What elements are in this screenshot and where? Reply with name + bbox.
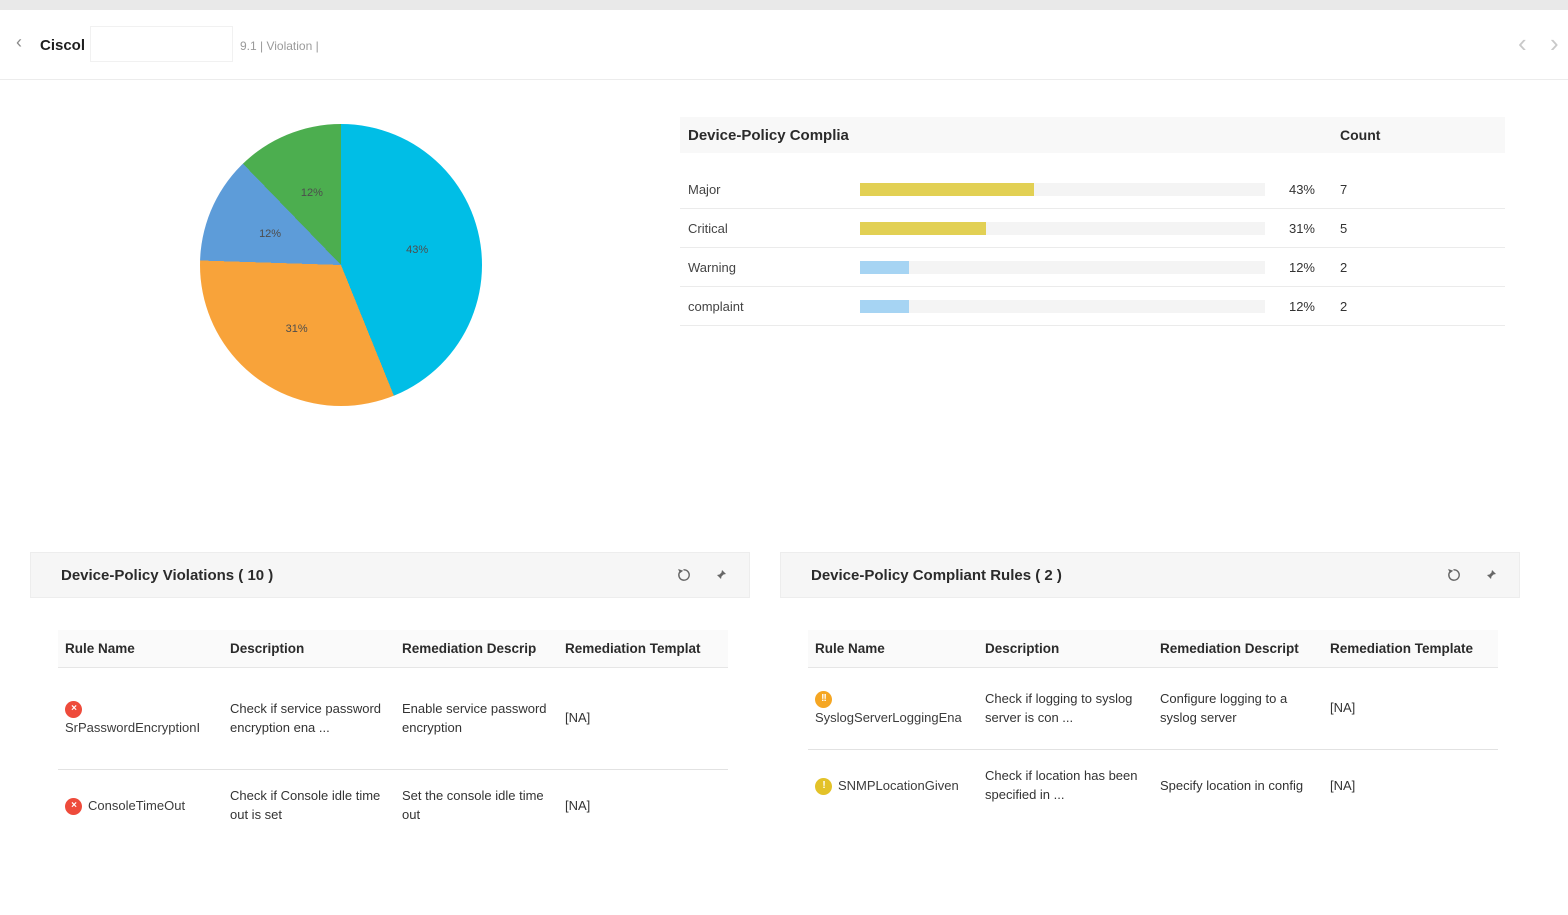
template-cell: [NA] [565,710,591,726]
compliant-table: Rule Name Description Remediation Descri… [808,630,1520,822]
rule-name-cell: × ConsoleTimeOut [58,785,223,828]
refresh-icon[interactable] [677,568,691,582]
rule-name: SNMPLocationGiven [838,777,959,793]
table-row[interactable]: ×SrPasswordEncryptionI Check if service … [58,668,728,770]
compliant-rules-panel: Device-Policy Compliant Rules ( 2 ) Rule… [780,552,1520,822]
rule-name: SrPasswordEncryptionI [65,719,201,735]
warning-icon: ! [815,777,832,795]
column-header: Remediation Templat [565,641,701,656]
column-header: Rule Name [815,641,885,656]
top-strip [0,0,1568,10]
column-header: Rule Name [65,641,135,656]
severity-label: complaint [688,298,744,314]
remediation-cell: Enable service password encryption [402,700,547,735]
column-header: Remediation Descrip [402,641,537,656]
description-cell: Check if Console idle time out is set [230,788,381,822]
table-row[interactable]: Warning 12% 2 [680,248,1505,287]
bar-track [860,260,1265,274]
percent-value: 12% [1288,298,1315,314]
next-chevron-icon[interactable]: › [1550,28,1559,58]
description-cell: Check if location has been specified in … [985,768,1138,802]
table-row[interactable]: × ConsoleTimeOut Check if Console idle ti… [58,770,728,842]
remediation-cell: Specify location in config [1160,777,1304,793]
bar-fill [860,182,1035,196]
violations-panel-header: Device-Policy Violations ( 10 ) [30,552,750,598]
error-icon: × [65,700,82,718]
table-row[interactable]: ! SNMPLocationGiven Check if location has… [808,750,1498,822]
rule-name-cell: !!SyslogServerLoggingEna [808,678,978,740]
template-cell: [NA] [1330,777,1356,793]
severity-label: Major [688,181,721,197]
description-cell: Check if service password encryption ena… [230,700,381,735]
percent-value: 43% [1288,181,1315,197]
table-row[interactable]: complaint 12% 2 [680,287,1505,326]
rule-name-cell: ×SrPasswordEncryptionI [58,688,223,750]
violations-panel: Device-Policy Violations ( 10 ) Rule Nam… [30,552,750,842]
error-icon: × [65,797,82,815]
pie-slice-label: 12% [300,187,323,200]
column-header: Remediation Descript [1160,641,1299,656]
count-value: 5 [1340,220,1348,236]
table-row[interactable]: !!SyslogServerLoggingEna Check if loggin… [808,668,1498,750]
rule-name: ConsoleTimeOut [88,797,186,813]
table-row[interactable]: Major 43% 7 [680,170,1505,209]
rule-name: SyslogServerLoggingEna [815,709,962,725]
refresh-icon[interactable] [1447,568,1461,582]
bar-track [860,299,1265,313]
page-title: Ciscol [40,37,86,54]
bar-fill [860,260,909,274]
redacted-area [90,26,233,62]
violations-table-header: Rule Name Description Remediation Descri… [58,630,728,668]
panel-actions [1447,568,1519,582]
violations-table: Rule Name Description Remediation Descri… [58,630,750,842]
column-header: Description [985,641,1060,656]
severity-pie-chart[interactable]: 43% 31% 12% 12% [200,124,482,406]
pie-slice-label: 43% [406,244,429,257]
bar-track [860,182,1265,196]
compliance-summary-table: Device-Policy Complia Count Major 43% 7 … [680,117,1505,326]
pin-icon[interactable] [1485,569,1497,581]
bar-fill [860,299,909,313]
violations-panel-title: Device-Policy Violations ( 10 ) [61,566,274,584]
percent-value: 31% [1288,220,1315,236]
percent-value: 12% [1288,259,1315,275]
remediation-cell: Configure logging to a syslog server [1160,690,1288,725]
compliance-rows: Major 43% 7 Critical 31% 5 Warning 12% 2… [680,170,1505,326]
prev-chevron-icon[interactable]: ‹ [1518,28,1527,58]
template-cell: [NA] [1330,700,1356,716]
pie-slice-label: 12% [259,227,282,240]
column-header: Remediation Template [1330,641,1474,656]
remediation-cell: Set the console idle time out [402,788,544,822]
severity-label: Critical [688,220,728,236]
page-header: ‹ Ciscol 9.1 | Violation | ‹ › [0,10,1568,80]
compliance-table-header: Device-Policy Complia Count [680,117,1505,153]
severity-label: Warning [688,259,736,275]
bar-fill [860,221,986,235]
pager: ‹ › [1508,28,1568,64]
count-value: 2 [1340,298,1348,314]
column-header: Description [230,641,305,656]
count-value: 2 [1340,259,1348,275]
count-column-header: Count [1340,127,1381,143]
compliant-table-header: Rule Name Description Remediation Descri… [808,630,1498,668]
count-value: 7 [1340,181,1348,197]
major-warning-icon: !! [815,690,832,708]
description-cell: Check if logging to syslog server is con… [985,690,1133,725]
back-icon[interactable]: ‹ [16,32,22,52]
rule-name-cell: ! SNMPLocationGiven [808,765,978,808]
pie-slice-label: 31% [285,322,308,335]
template-cell: [NA] [565,797,591,813]
compliance-table-title: Device-Policy Complia [688,126,849,144]
table-row[interactable]: Critical 31% 5 [680,209,1505,248]
compliant-panel-title: Device-Policy Compliant Rules ( 2 ) [811,566,1062,584]
panel-actions [677,568,749,582]
page-subtitle: 9.1 | Violation | [240,39,319,53]
pin-icon[interactable] [715,569,727,581]
compliant-panel-header: Device-Policy Compliant Rules ( 2 ) [780,552,1520,598]
bar-track [860,221,1265,235]
